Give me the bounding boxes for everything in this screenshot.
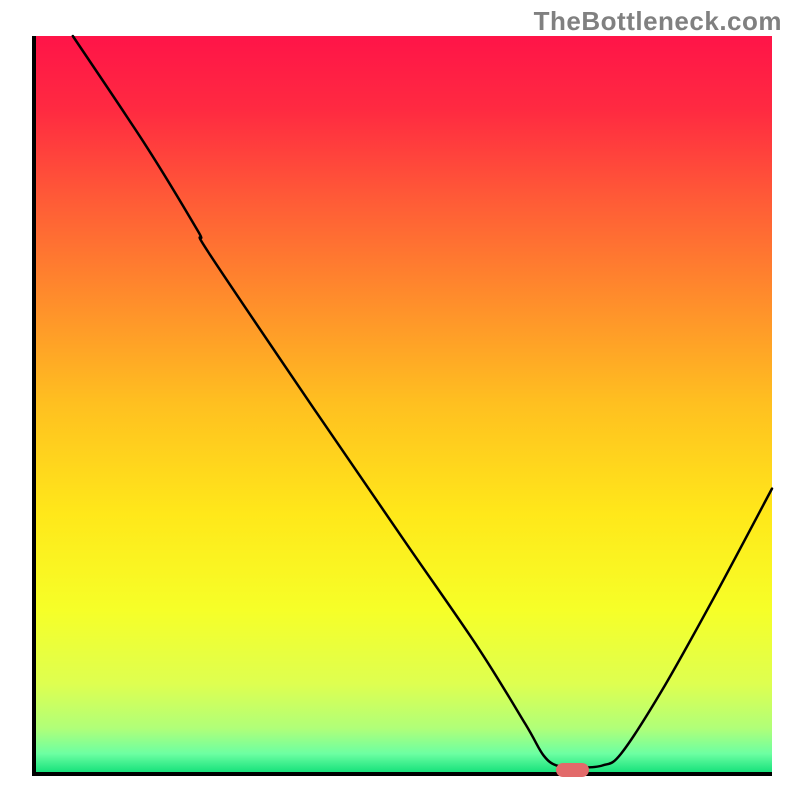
optimal-marker — [556, 763, 589, 778]
watermark-text: TheBottleneck.com — [534, 6, 782, 37]
plot-svg — [36, 36, 772, 772]
figure-container: TheBottleneck.com — [0, 0, 800, 800]
plot-area — [32, 36, 772, 776]
